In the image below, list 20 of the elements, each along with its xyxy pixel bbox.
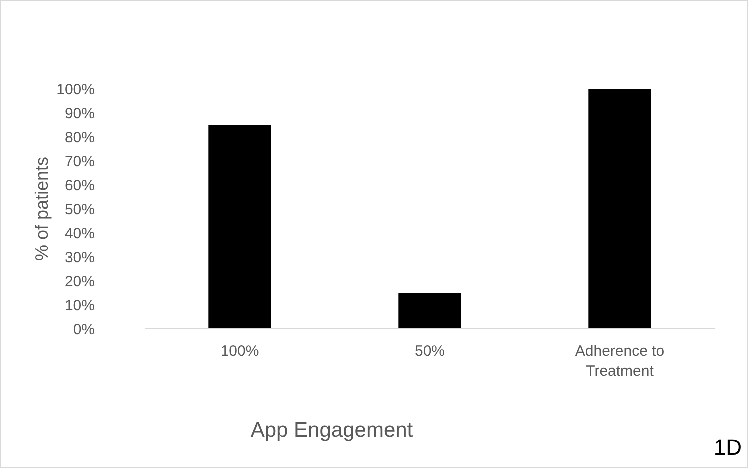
y-tick-label: 100% [56,81,95,98]
bar [208,125,272,329]
y-tick-label: 80% [64,129,95,146]
y-tick-label: 60% [64,177,95,194]
x-tick-label: Adherence to Treatment [575,343,665,380]
y-tick-label: 90% [64,105,95,122]
bar [398,293,462,329]
x-tick-label: 50% [414,343,446,360]
bar [588,89,652,329]
y-tick-label: 10% [64,297,95,314]
y-tick-label: 70% [64,153,95,170]
y-tick-label: 50% [64,201,95,218]
x-tick-label: 100% [220,343,260,360]
y-tick-label: 20% [64,273,95,290]
y-axis-title: % of patients [32,156,52,262]
x-axis-title: App Engagement [250,419,414,442]
y-tick-label: 30% [64,249,95,266]
y-tick-label: 0% [73,321,95,338]
y-tick-label: 40% [64,225,95,242]
text: 1D [714,435,742,460]
